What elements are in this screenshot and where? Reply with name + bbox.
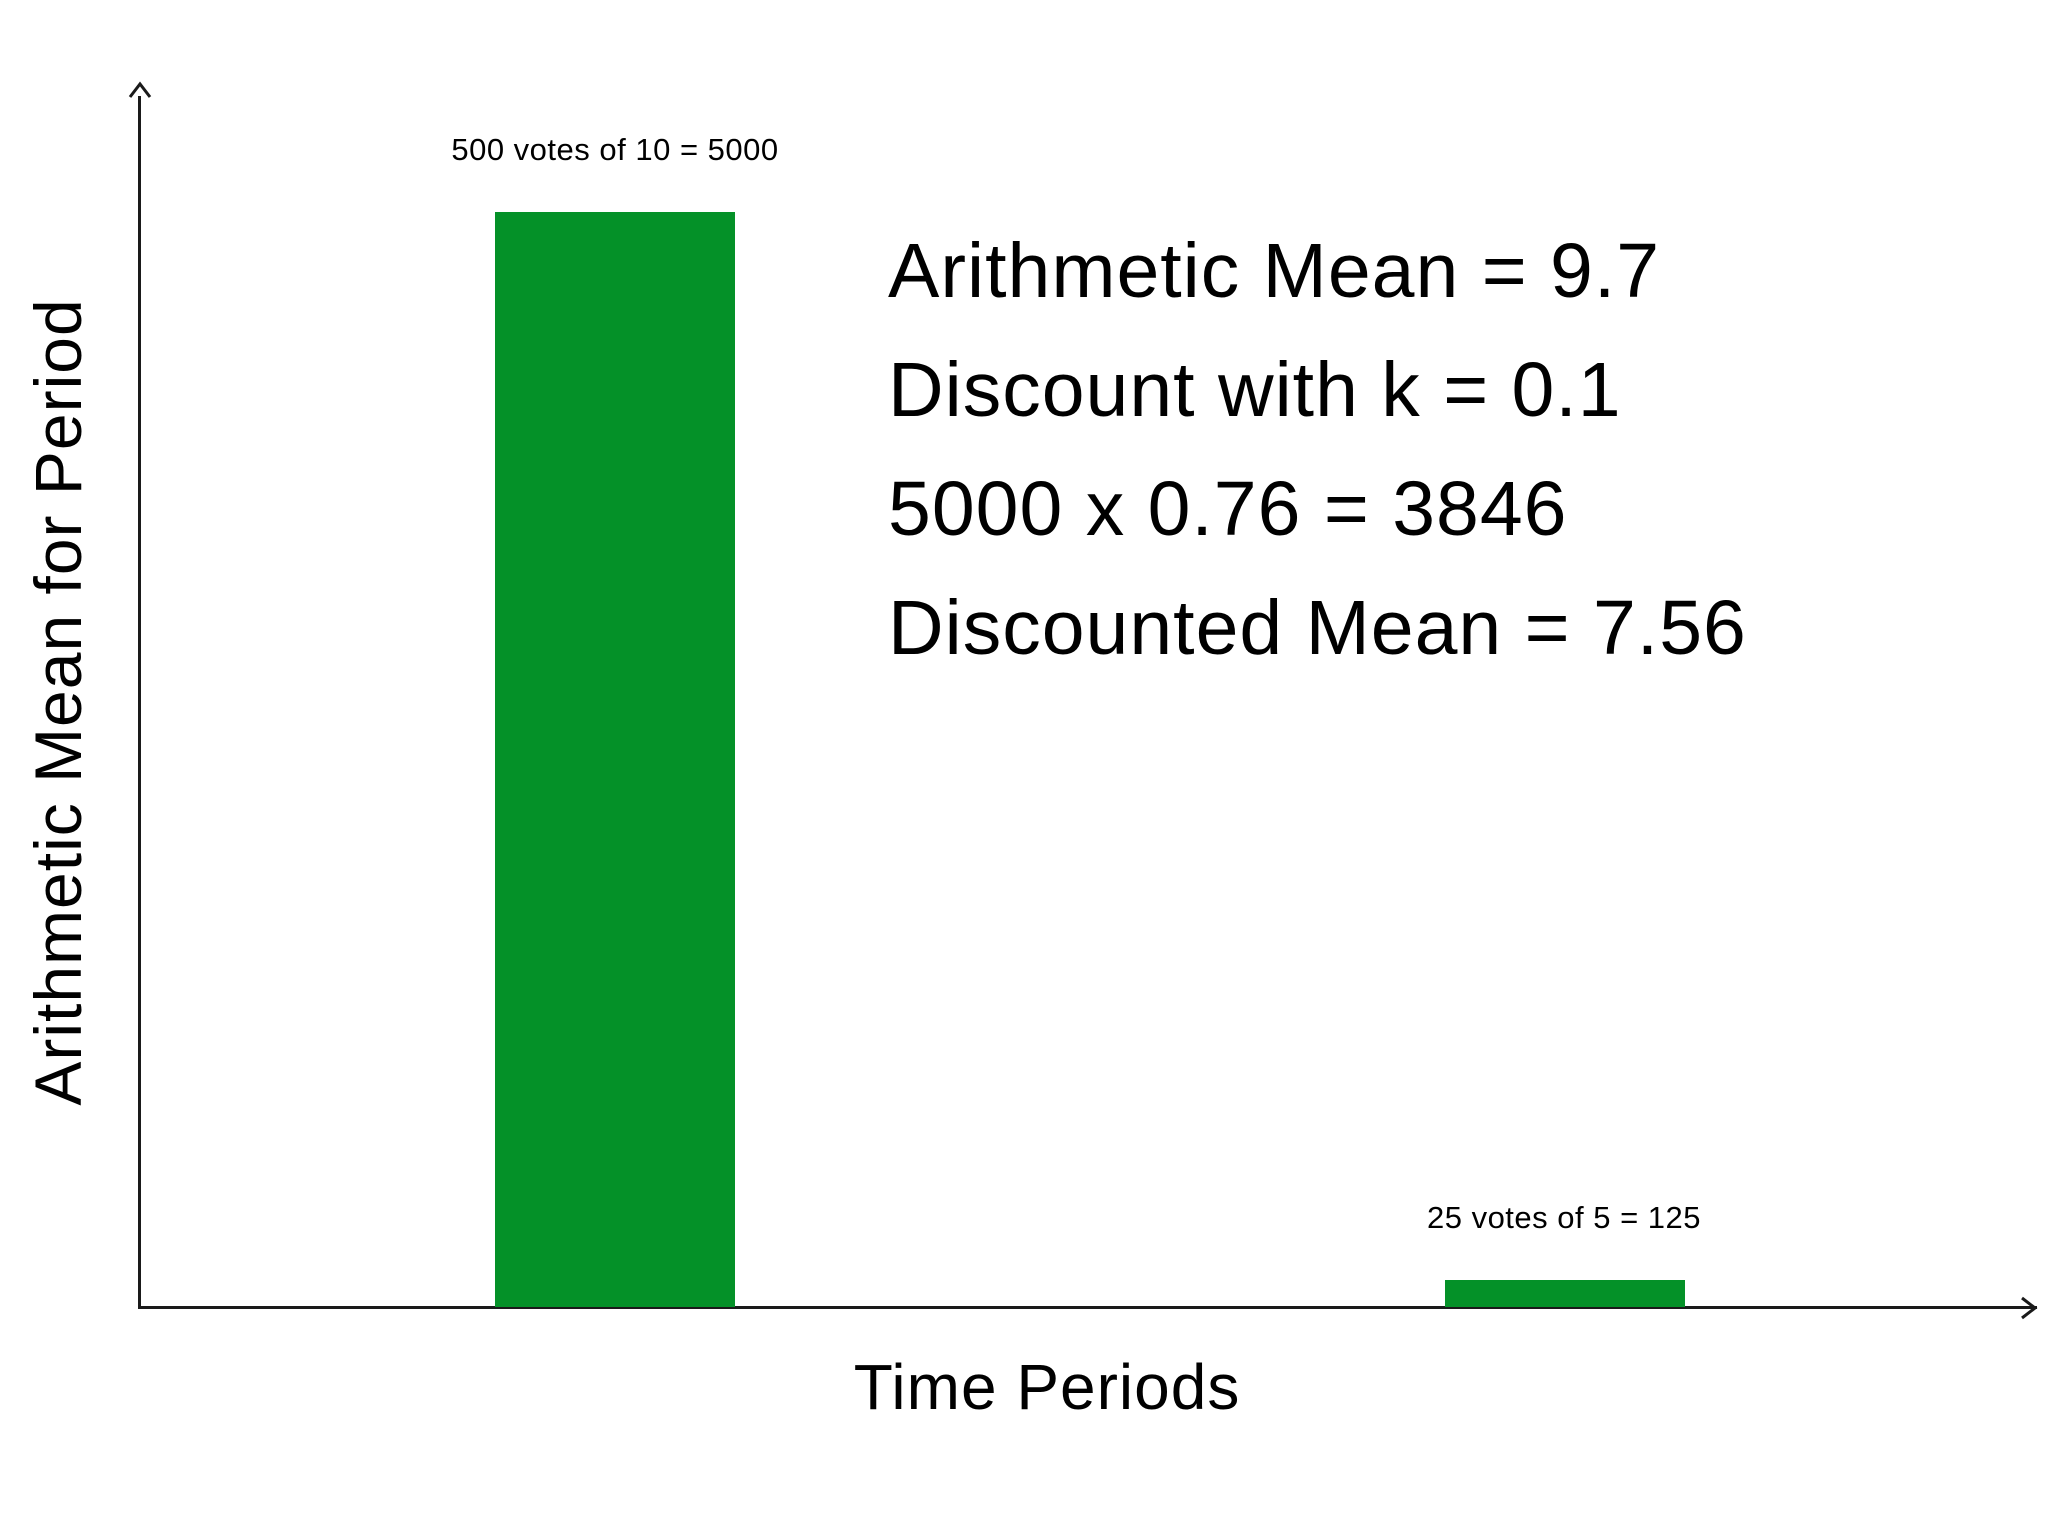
annotation-discount-k: Discount with k = 0.1 — [888, 347, 1622, 433]
y-axis-arrow-icon — [125, 79, 155, 105]
bar-period-2 — [1445, 1280, 1685, 1307]
bar-period-1 — [495, 212, 735, 1307]
x-axis-title: Time Periods — [853, 1351, 1241, 1423]
annotation-multiplication: 5000 x 0.76 = 3846 — [888, 466, 1568, 552]
y-axis-title: Arithmetic Mean for Period — [21, 298, 95, 1106]
annotation-block: Arithmetic Mean = 9.7 Discount with k = … — [888, 212, 1747, 688]
y-axis-line — [138, 96, 141, 1308]
x-axis-line — [138, 1306, 2037, 1309]
bar-label-period-1: 500 votes of 10 = 5000 — [451, 132, 779, 167]
annotation-discounted-mean: Discounted Mean = 7.56 — [888, 585, 1747, 671]
annotation-arithmetic-mean: Arithmetic Mean = 9.7 — [888, 228, 1661, 314]
x-axis-arrow-icon — [2014, 1293, 2040, 1323]
bar-label-period-2: 25 votes of 5 = 125 — [1426, 1200, 1702, 1235]
